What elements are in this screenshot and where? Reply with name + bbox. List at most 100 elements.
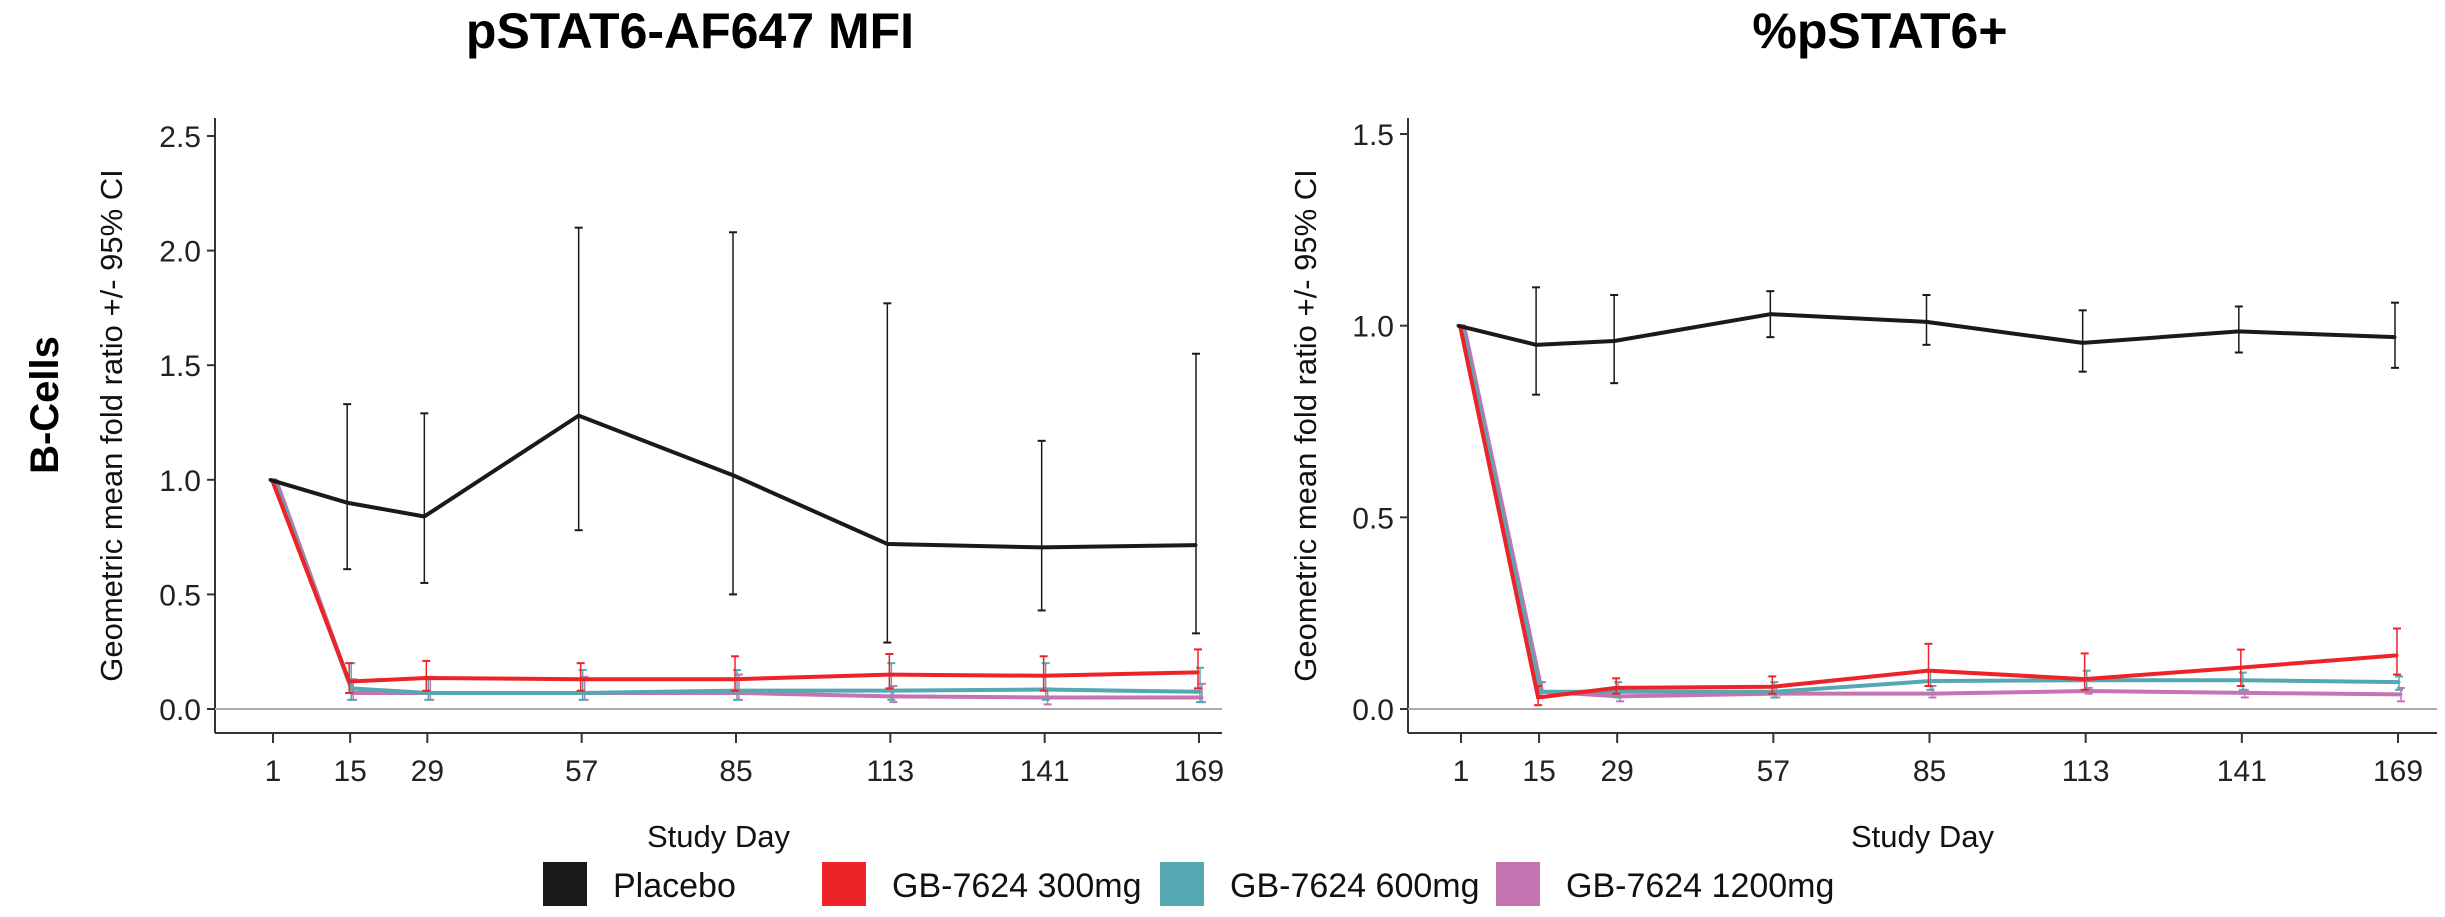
legend-label: GB-7624 300mg — [892, 867, 1142, 905]
data-point — [2083, 677, 2087, 681]
legend-swatch — [543, 862, 587, 906]
data-point — [1536, 696, 1540, 699]
data-point — [1612, 339, 1616, 343]
data-point — [345, 501, 349, 505]
data-point — [1194, 543, 1198, 547]
data-point — [1768, 312, 1772, 316]
data-point — [2241, 678, 2245, 682]
legend-item: GB-7624 1200mg — [1496, 862, 1834, 906]
data-point — [2397, 680, 2401, 684]
y-tick-label: 0.5 — [1352, 502, 1394, 535]
data-point — [1198, 690, 1202, 694]
y-tick-label: 1.0 — [1352, 311, 1394, 344]
data-point — [1042, 674, 1046, 678]
data-point — [577, 414, 581, 418]
data-point — [579, 677, 583, 681]
x-tick-label: 29 — [1600, 755, 1633, 788]
data-point — [885, 542, 889, 546]
series-line — [270, 479, 1199, 684]
data-point — [2399, 692, 2403, 696]
chart-title: pSTAT6-AF647 MFI — [466, 3, 914, 59]
data-point — [2395, 653, 2399, 657]
data-point — [1040, 545, 1044, 549]
data-point — [426, 691, 430, 695]
series-line — [1462, 325, 2402, 699]
series-gb-7624-600mg — [272, 478, 1204, 704]
chart-mfi: pSTAT6-AF647 MFI 0.0 0.5 1.0 1.5 2.0 2.5 1 15 29 5… — [94, 3, 1224, 854]
data-point — [1614, 686, 1618, 690]
series-line — [1457, 312, 2396, 347]
x-tick-label: 29 — [411, 755, 444, 788]
x-axis-label: Study Day — [1851, 819, 1995, 854]
legend-label: Placebo — [613, 867, 736, 905]
x-axis-label: Study Day — [647, 819, 791, 854]
legend-swatch — [822, 862, 866, 906]
series-line — [1460, 325, 2400, 694]
x-tick-label: 113 — [2062, 755, 2110, 788]
series-line — [269, 413, 1197, 550]
y-tick-label: 0.0 — [159, 694, 201, 727]
x-tick-label: 169 — [1174, 755, 1224, 788]
x-tick-label: 85 — [719, 755, 752, 788]
data-point — [1770, 685, 1774, 689]
data-point — [889, 689, 893, 693]
data-point — [1929, 679, 1932, 683]
y-tick-label: 1.5 — [1352, 119, 1394, 152]
legend-label: GB-7624 1200mg — [1566, 867, 1834, 905]
data-point — [1196, 670, 1200, 674]
x-tick-label: 141 — [1020, 755, 1070, 788]
x-tick-label: 15 — [1522, 755, 1555, 788]
x-tick-label: 15 — [333, 755, 366, 788]
x-tick-label: 1 — [265, 755, 282, 788]
data-point — [581, 691, 585, 695]
y-tick-label: 0.0 — [1352, 694, 1394, 727]
data-point — [422, 514, 426, 518]
legend-swatch — [1160, 862, 1204, 906]
series-gb-7624-1200mg — [1462, 324, 2405, 703]
series-line — [1458, 325, 2398, 700]
y-tick-label: 2.5 — [159, 121, 201, 154]
data-point — [1931, 692, 1934, 696]
data-point — [2237, 329, 2241, 333]
y-tick-label: 0.5 — [159, 579, 201, 612]
data-point — [424, 676, 428, 680]
data-point — [349, 686, 353, 690]
y-tick-label: 1.5 — [159, 350, 201, 383]
data-point — [887, 673, 891, 677]
x-tick-label: 169 — [2373, 755, 2423, 788]
legend-item: Placebo — [543, 862, 736, 906]
data-point — [733, 677, 737, 681]
y-axis-label: Geometric mean fold ratio +/- 95% CI — [94, 169, 129, 682]
row-label: B-Cells — [23, 336, 67, 474]
x-tick-label: 113 — [866, 755, 914, 788]
x-tick-label: 57 — [565, 755, 598, 788]
data-point — [1927, 669, 1930, 673]
legend-item: GB-7624 600mg — [1160, 862, 1480, 906]
data-point — [1616, 690, 1620, 694]
series-line — [274, 479, 1202, 700]
data-point — [1456, 324, 1460, 328]
chart-title: %pSTAT6+ — [1752, 3, 2007, 59]
x-tick-label: 85 — [1913, 755, 1946, 788]
data-point — [2239, 666, 2243, 670]
series-placebo — [268, 226, 1200, 644]
data-point — [2081, 341, 2085, 345]
data-point — [1772, 690, 1776, 694]
data-point — [1200, 696, 1204, 700]
y-tick-label: 1.0 — [159, 465, 201, 498]
data-point — [2393, 335, 2397, 339]
data-point — [1538, 690, 1542, 694]
data-point — [1925, 320, 1928, 324]
data-point — [347, 679, 351, 683]
legend-label: GB-7624 600mg — [1230, 867, 1480, 905]
data-point — [731, 473, 735, 477]
data-point — [2243, 691, 2247, 695]
series-placebo — [1456, 286, 2399, 396]
x-tick-label: 1 — [1453, 755, 1470, 788]
y-tick-label: 2.0 — [159, 236, 201, 269]
x-tick-label: 141 — [2217, 755, 2267, 788]
series-gb-7624-300mg — [270, 478, 1202, 694]
legend-item: GB-7624 300mg — [822, 862, 1142, 906]
y-axis-label: Geometric mean fold ratio +/- 95% CI — [1288, 169, 1323, 682]
